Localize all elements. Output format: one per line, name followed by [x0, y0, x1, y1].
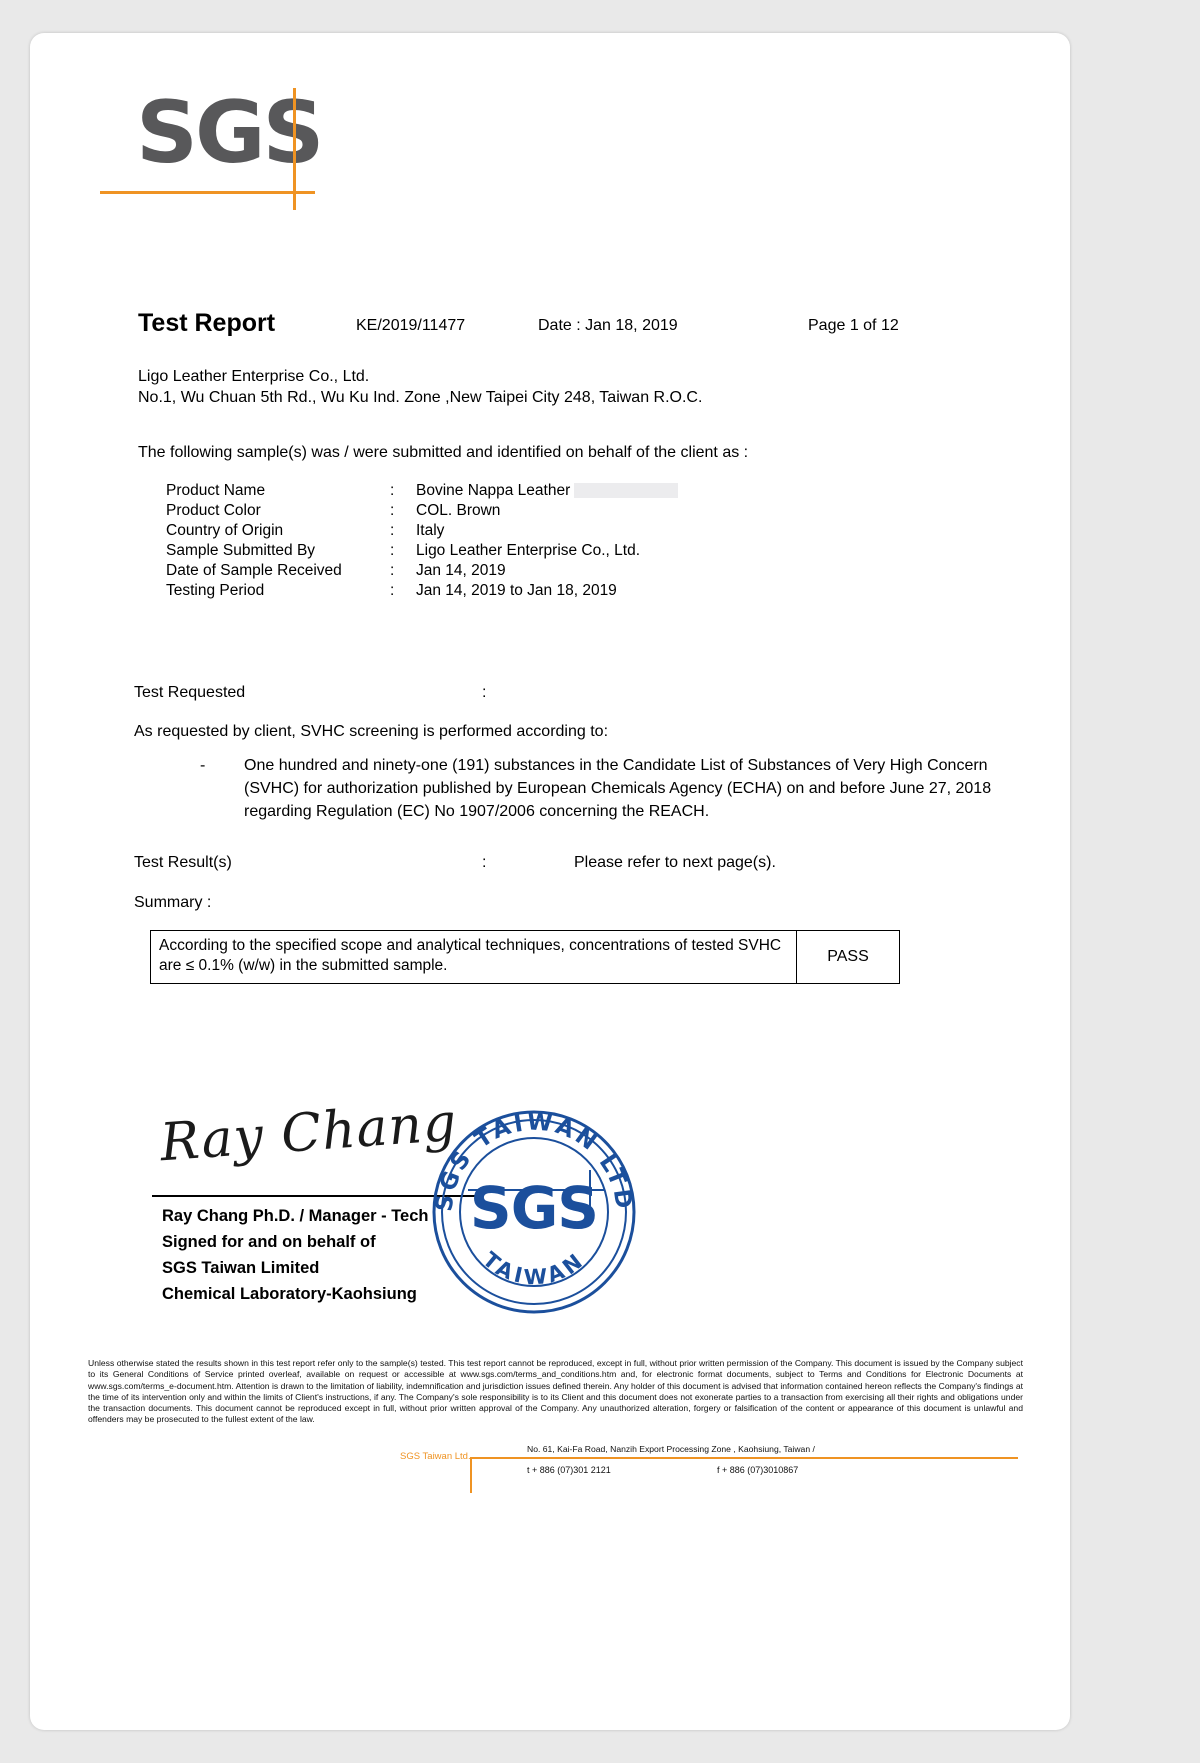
footer-address: No. 61, Kai-Fa Road, Nanzih Export Proce… — [527, 1444, 815, 1454]
logo-horizontal-rule — [100, 191, 315, 194]
test-result-value: Please refer to next page(s). — [574, 854, 776, 871]
sample-colon: : — [390, 502, 395, 519]
footer-disclaimer: Unless otherwise stated the results show… — [88, 1358, 1023, 1425]
test-result-label: Test Result(s) — [134, 854, 232, 871]
handwritten-signature: Ray Chang — [158, 1092, 460, 1174]
footer-company: SGS Taiwan Ltd. — [400, 1451, 471, 1462]
test-requested-bullet: - One hundred and ninety-one (191) subst… — [134, 754, 1014, 823]
svg-text:SGS: SGS — [470, 1174, 598, 1242]
table-row: Sample Submitted By : Ligo Leather Enter… — [150, 541, 910, 561]
table-row: Product Name : Bovine Nappa Leather — [150, 481, 910, 501]
sgs-taiwan-stamp-icon: SGS TAIWAN LTD TAIWAN SGS — [428, 1106, 640, 1318]
signatory-name: Ray Chang Ph.D. / Manager - Tech — [162, 1207, 429, 1225]
sample-colon: : — [390, 522, 395, 539]
report-number: KE/2019/11477 — [356, 317, 466, 334]
sample-colon: : — [390, 542, 395, 559]
sample-value: Italy — [416, 522, 445, 539]
page-title: Test Report — [138, 309, 276, 337]
sample-value: Bovine Nappa Leather — [416, 481, 910, 501]
summary-box: According to the specified scope and ana… — [150, 930, 900, 984]
sample-value: Jan 14, 2019 — [416, 562, 506, 579]
test-requested-lead: As requested by client, SVHC screening i… — [134, 723, 609, 740]
sample-value: COL. Brown — [416, 502, 501, 519]
sample-colon: : — [390, 482, 395, 499]
redaction-block — [574, 483, 679, 499]
bullet-marker: - — [200, 757, 206, 774]
signature-block: Ray Chang Ray Chang Ph.D. / Manager - Te… — [130, 1093, 690, 1313]
table-row: Product Color : COL. Brown — [150, 501, 910, 521]
table-row: Country of Origin : Italy — [150, 521, 910, 541]
logo-vertical-rule — [293, 88, 296, 210]
sample-label: Testing Period — [166, 582, 265, 599]
footer-fax: f + 886 (07)3010867 — [717, 1465, 799, 1475]
sgs-logo: SGS — [100, 88, 338, 213]
sample-details-table: Product Name : Bovine Nappa Leather Prod… — [150, 481, 910, 601]
sample-label: Country of Origin — [166, 522, 284, 539]
footer-vertical-rule — [470, 1457, 472, 1493]
client-address: No.1, Wu Chuan 5th Rd., Wu Ku Ind. Zone … — [138, 389, 703, 406]
footer-horizontal-rule — [470, 1457, 1018, 1459]
test-requested-colon: : — [482, 684, 487, 701]
client-block: Ligo Leather Enterprise Co., Ltd. No.1, … — [138, 366, 998, 408]
footer-contact: t + 886 (07)301 2121 f + 886 (07)3010867 — [527, 1465, 927, 1475]
footer-phone: t + 886 (07)301 2121 — [527, 1465, 611, 1475]
client-name: Ligo Leather Enterprise Co., Ltd. — [138, 368, 370, 385]
sample-label: Product Name — [166, 482, 266, 499]
report-page: SGS Test Report KE/2019/11477 Date : Jan… — [30, 33, 1070, 1730]
sample-colon: : — [390, 562, 395, 579]
summary-label: Summary : — [134, 894, 212, 911]
signatory-behalf: Signed for and on behalf of — [162, 1233, 376, 1251]
svg-text:TAIWAN: TAIWAN — [478, 1247, 590, 1289]
signatory-lab: Chemical Laboratory-Kaohsiung — [162, 1285, 417, 1303]
sample-label: Sample Submitted By — [166, 542, 316, 559]
sample-value-text: Bovine Nappa Leather — [416, 482, 571, 499]
report-header: Test Report KE/2019/11477 Date : Jan 18,… — [138, 309, 1008, 347]
status-badge: PASS — [827, 948, 869, 965]
test-requested-label: Test Requested — [134, 684, 246, 701]
sample-intro-text: The following sample(s) was / were submi… — [138, 444, 749, 461]
sample-value: Jan 14, 2019 to Jan 18, 2019 — [416, 582, 617, 599]
sample-label: Date of Sample Received — [166, 562, 342, 579]
table-row: Date of Sample Received : Jan 14, 2019 — [150, 561, 910, 581]
sample-colon: : — [390, 582, 395, 599]
signatory-company: SGS Taiwan Limited — [162, 1259, 320, 1277]
test-result-colon: : — [482, 854, 487, 871]
sample-label: Product Color — [166, 502, 261, 519]
summary-statement: According to the specified scope and ana… — [151, 931, 797, 983]
signatory-details: Ray Chang Ph.D. / Manager - Tech Signed … — [162, 1203, 429, 1307]
bullet-text: One hundred and ninety-one (191) substan… — [244, 757, 992, 820]
test-result-row: Test Result(s) : Please refer to next pa… — [134, 854, 994, 872]
signature-rule — [152, 1195, 482, 1197]
sample-value: Ligo Leather Enterprise Co., Ltd. — [416, 542, 641, 559]
page-indicator: Page 1 of 12 — [808, 317, 899, 334]
table-row: Testing Period : Jan 14, 2019 to Jan 18,… — [150, 581, 910, 601]
report-date: Date : Jan 18, 2019 — [538, 317, 678, 334]
test-requested-row: Test Requested : — [134, 684, 934, 702]
